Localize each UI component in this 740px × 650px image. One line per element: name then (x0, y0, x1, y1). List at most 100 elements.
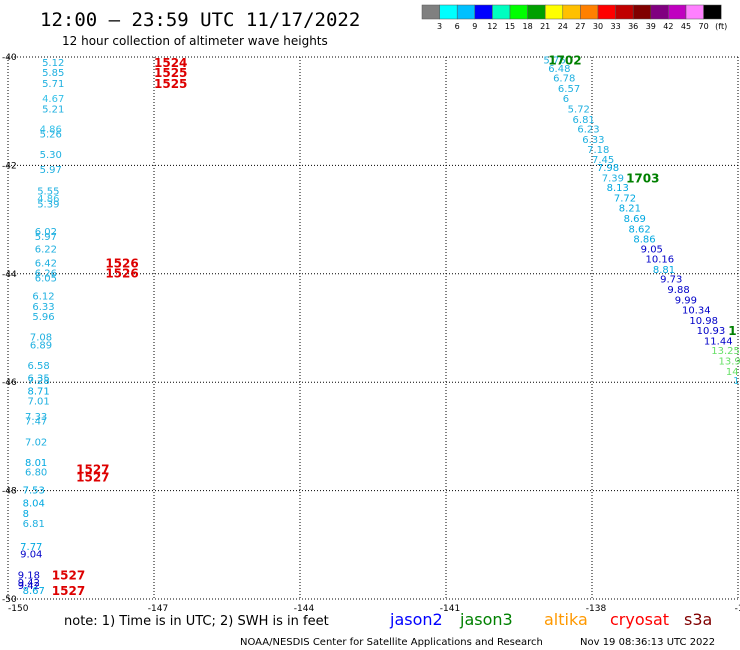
plot-area: -40-42-44-46-48-50 -150 -147 -144 -141 -138-… (2, 53, 740, 614)
data-label: 7.47 (25, 417, 47, 428)
y-tick-label: -42 (2, 161, 17, 171)
colorbar-label: 6 (455, 22, 460, 31)
data-label: 6.22 (35, 244, 57, 255)
colorbar-label: 12 (487, 22, 497, 31)
pass-label: 1702 (548, 54, 581, 68)
data-label: 10.16 (646, 255, 675, 266)
colorbar-swatch (474, 4, 493, 20)
data-label: 7.01 (27, 397, 49, 408)
data-label: 6.89 (30, 340, 52, 351)
data-label: 9.42 (18, 578, 40, 589)
y-tick-label: -48 (2, 487, 17, 497)
pass-label: 1 (728, 324, 736, 338)
data-label: 6.23 (577, 125, 599, 136)
colorbar-swatch (492, 4, 511, 20)
data-label: 5.97 (35, 232, 57, 243)
colorbar-swatch (703, 4, 722, 20)
y-tick-label: -44 (2, 270, 17, 280)
data-label: 5.39 (37, 199, 59, 210)
mission-label: altika (544, 610, 588, 629)
pass-label: 1527 (52, 584, 85, 598)
colorbar-swatch (650, 4, 669, 20)
colorbar-swatch (632, 4, 652, 20)
data-label: 6 (563, 94, 569, 105)
colorbar-swatch (562, 4, 581, 20)
colorbar-swatch (597, 4, 616, 20)
data-label: 6.33 (582, 135, 604, 146)
data-label: 5.12 (42, 58, 64, 69)
data-label: 7.98 (597, 163, 619, 174)
data-label: 10.34 (682, 306, 711, 317)
pass-label: 1525 (154, 66, 187, 80)
pass-label: 1703 (626, 171, 659, 185)
colorbar-label: 27 (575, 22, 585, 31)
data-label: 9.42 (18, 581, 40, 592)
pass-label: 1526 (105, 256, 138, 270)
chart-title: 12:00 – 23:59 UTC 11/17/2022 (40, 9, 360, 31)
colorbar-label: 21 (540, 22, 550, 31)
data-label: 9.99 (675, 295, 697, 306)
data-label: 9.88 (667, 285, 689, 296)
colorbar-swatch (527, 4, 546, 20)
data-label: 1 (733, 376, 739, 387)
x-tick-label: -141 (440, 604, 460, 614)
data-label: 6.48 (548, 64, 570, 75)
data-label: 8.13 (607, 183, 629, 194)
mission-label: jason3 (459, 610, 513, 629)
data-label: 8.62 (629, 224, 651, 235)
data-label: 14 (726, 367, 739, 378)
footer-credit: NOAA/NESDIS Center for Satellite Applica… (240, 637, 543, 648)
data-label: 6.33 (32, 302, 54, 313)
colorbar-swatch (685, 4, 704, 20)
colorbar-label: 18 (523, 22, 533, 31)
colorbar-label: 42 (663, 22, 673, 31)
mission-label: jason2 (389, 610, 443, 629)
data-label: 5.71 (42, 79, 64, 90)
data-label: 8.67 (23, 586, 45, 597)
data-label: 6.81 (23, 519, 45, 530)
colorbar-label: 3 (437, 22, 442, 31)
x-tick-label: -144 (294, 604, 315, 614)
data-label: 7.53 (23, 486, 45, 497)
data-label: 5.26 (40, 129, 62, 140)
data-label: 9.04 (20, 549, 42, 560)
pass-label: 1524 (154, 56, 187, 70)
y-tick-label: -46 (2, 378, 17, 388)
y-axis-ticks: -40 -42 -44 -46 -48 -50 (2, 53, 17, 605)
colorbar-label: 33 (611, 22, 621, 31)
x-tick-label: -13 (735, 604, 740, 614)
data-label: 7.02 (25, 437, 47, 448)
grid-lines (7, 56, 739, 600)
data-label: 6.58 (27, 361, 49, 372)
x-tick-label: -150 (8, 604, 29, 614)
data-label: 7.08 (30, 333, 52, 344)
data-label: 6.05 (35, 274, 57, 285)
data-label: 7.77 (20, 542, 42, 553)
data-label: 7.39 (602, 173, 624, 184)
pass-label: 1525 (154, 77, 187, 91)
mission-label: s3a (684, 610, 712, 629)
data-label: 5.21 (42, 104, 64, 115)
colorbar-swatch (509, 4, 528, 20)
colorbar-swatch (615, 4, 634, 20)
pass-label: 1527 (76, 471, 109, 485)
data-label: 9.18 (18, 571, 40, 582)
data-label: 8.21 (619, 204, 641, 215)
data-label: 8.86 (633, 235, 655, 246)
colorbar-label: 45 (681, 22, 691, 31)
y-tick-label: -40 (2, 53, 17, 63)
data-label: 8.04 (23, 499, 45, 510)
data-label: 5.97 (40, 165, 62, 176)
colorbar-swatch (439, 4, 458, 20)
data-labels: 5.125.855.714.675.214.865.265.305.975.55… (18, 56, 740, 597)
data-label: 7.72 (614, 193, 636, 204)
data-label: 4.86 (40, 125, 62, 136)
data-label: 8.01 (25, 458, 47, 469)
data-label: 6.02 (35, 227, 57, 238)
data-label: 6.26 (35, 269, 57, 280)
data-label: 5.55 (37, 186, 59, 197)
colorbar-swatch (668, 4, 687, 20)
data-label: 6.78 (553, 74, 575, 85)
colorbar-label: 15 (505, 22, 515, 31)
